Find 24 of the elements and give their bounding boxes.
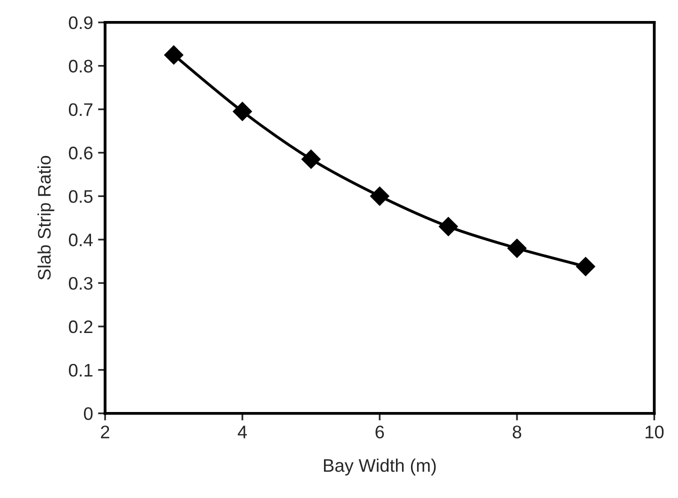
y-tick-label: 0.1 [68, 364, 92, 377]
y-tick-label: 0.9 [68, 16, 92, 30]
point [507, 238, 527, 258]
y-tick-label: 0.5 [68, 190, 93, 203]
y-tick-label: 0.8 [68, 60, 92, 73]
point [302, 150, 321, 169]
x-tick-label: 8 [512, 426, 522, 438]
y-tick-label: 0.2 [68, 320, 92, 334]
point [438, 217, 458, 236]
x-axis-title: Bay Width (m) [324, 458, 436, 476]
y-tick-label: 0 [84, 407, 93, 420]
y-axis-title: Slab Strip Ratio [37, 156, 54, 280]
point [370, 186, 390, 206]
point [232, 102, 252, 121]
point [164, 45, 184, 65]
x-tick-label: 6 [376, 426, 384, 438]
y-tick-label: 0.6 [68, 146, 92, 160]
y-tick-label: 0.4 [68, 234, 93, 246]
x-tick-label: 2 [100, 426, 110, 438]
point [576, 256, 596, 276]
x-tick-label: 4 [238, 426, 247, 438]
y-tick-label: 0.3 [68, 276, 92, 290]
y-tick-label: 0.7 [68, 103, 92, 116]
x-tick-label: 10 [646, 426, 664, 438]
